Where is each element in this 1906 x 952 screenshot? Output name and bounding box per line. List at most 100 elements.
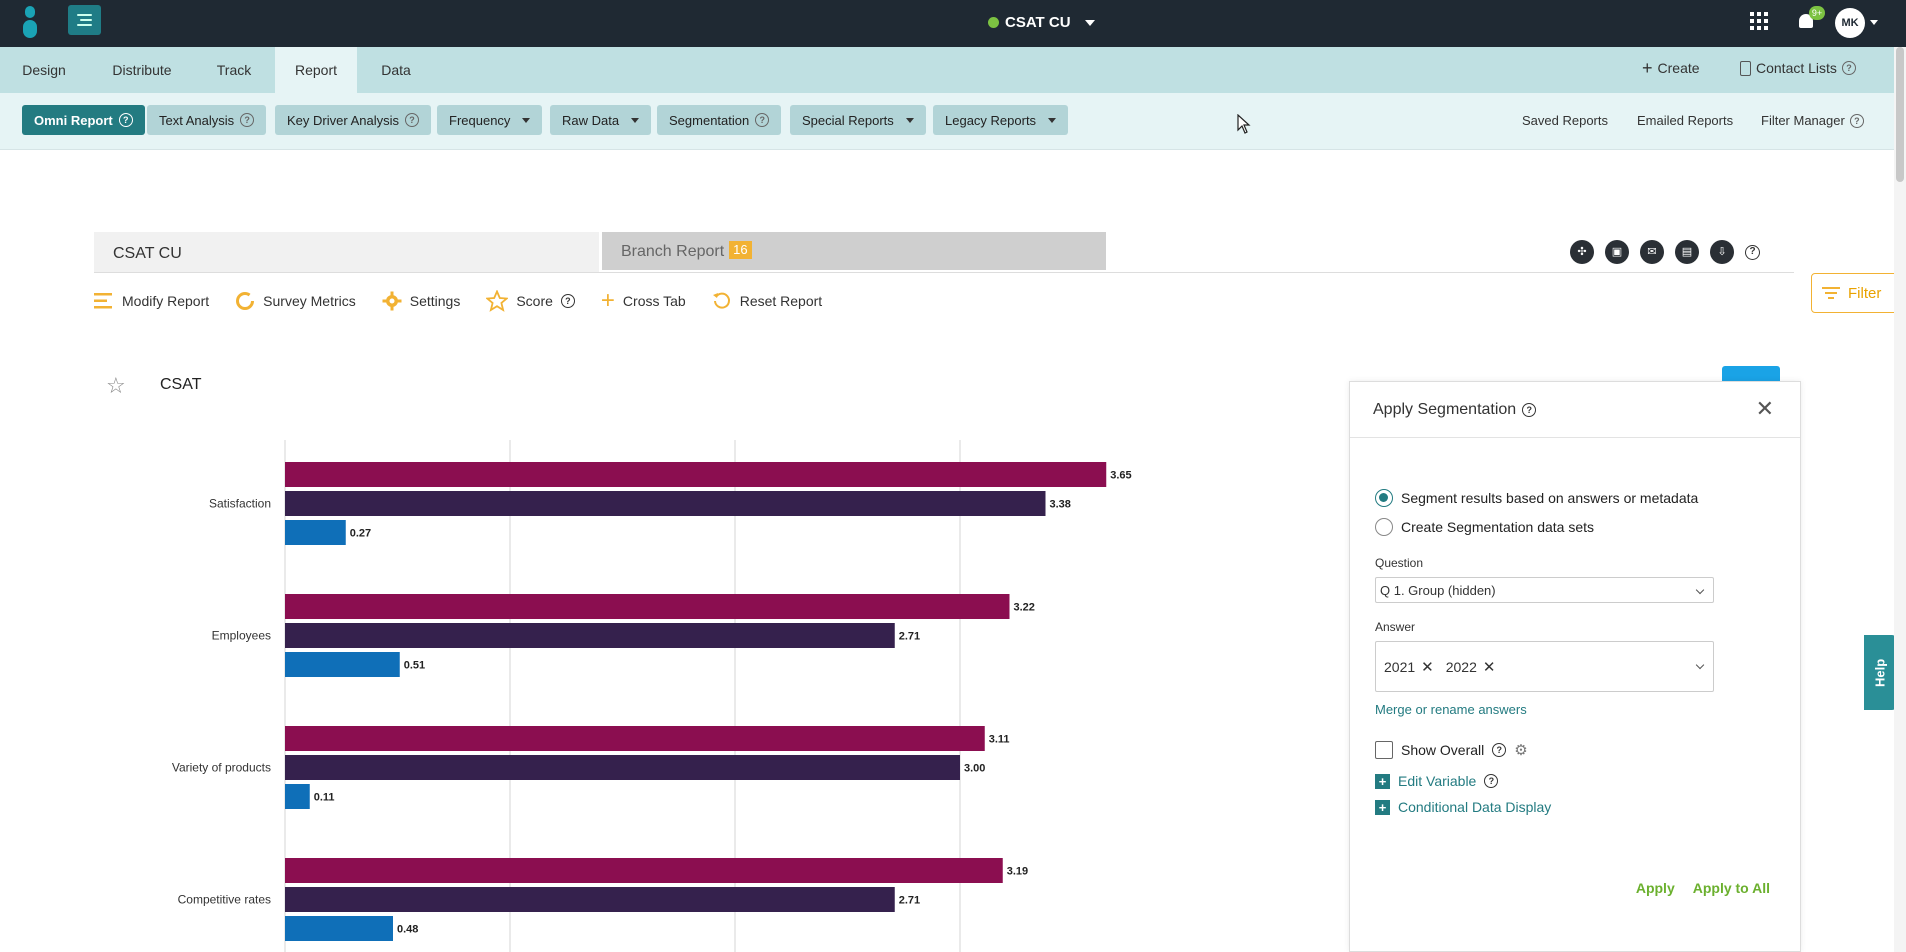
question-select[interactable]: Q 1. Group (hidden) <box>1375 577 1714 603</box>
help-icon[interactable]: ? <box>1745 244 1760 260</box>
special-reports-dropdown[interactable]: Special Reports <box>790 105 926 135</box>
notifications-bell-icon[interactable]: 9+ <box>1797 6 1825 32</box>
category-label: Variety of products <box>172 761 271 775</box>
answer-label: Answer <box>1375 620 1416 634</box>
app-menu-button[interactable] <box>68 5 101 35</box>
report-tab-csat-cu[interactable]: CSAT CU <box>94 232 599 272</box>
answer-multiselect[interactable]: 2021 ✕ 2022 ✕ <box>1375 641 1714 692</box>
answer-chip: 2021 ✕ <box>1384 658 1434 676</box>
filter-button[interactable]: Filter <box>1811 273 1906 313</box>
expand-plus-icon[interactable]: + <box>1375 799 1390 815</box>
reset-report-button[interactable]: Reset Report <box>712 291 822 311</box>
chart-bar <box>285 726 985 751</box>
data-label: 0.27 <box>350 528 371 540</box>
gear-icon <box>382 291 402 311</box>
radio-create-datasets[interactable]: Create Segmentation data sets <box>1375 515 1785 539</box>
show-overall-checkbox[interactable] <box>1375 741 1393 759</box>
frequency-dropdown[interactable]: Frequency <box>437 105 543 135</box>
help-icon[interactable]: ? <box>240 113 255 127</box>
conditional-display-toggle[interactable]: + Conditional Data Display <box>1375 799 1785 815</box>
chevron-down-icon[interactable] <box>1695 660 1705 670</box>
cross-tab-button[interactable]: + Cross Tab <box>600 287 686 314</box>
help-side-tab[interactable]: Help <box>1864 635 1896 710</box>
star-icon <box>486 290 509 312</box>
data-label: 3.65 <box>1110 470 1131 482</box>
omni-report-button[interactable]: Omni Report ? <box>22 105 145 135</box>
presentation-icon[interactable]: ▣ <box>1605 240 1629 264</box>
chart-bar <box>285 623 895 648</box>
key-driver-analysis-button[interactable]: Key Driver Analysis ? <box>275 105 431 135</box>
apply-to-all-button[interactable]: Apply to All <box>1692 880 1770 896</box>
contact-lists-button[interactable]: Contact Lists ? <box>1740 60 1856 76</box>
help-icon[interactable]: ? <box>1841 61 1856 75</box>
help-icon[interactable]: ? <box>755 113 770 127</box>
survey-switcher[interactable]: CSAT CU <box>988 14 1095 31</box>
chart-svg: 3.65 3.38 0.27 Satisfaction 3.22 2.71 0.51 Empl… <box>172 440 1132 952</box>
radio-segment-answers[interactable]: Segment results based on answers or meta… <box>1375 486 1785 510</box>
avatar-caret-icon[interactable] <box>1870 20 1878 25</box>
segmentation-button[interactable]: Segmentation ? <box>657 105 782 135</box>
tab-design[interactable]: Design <box>22 62 66 78</box>
chart-bar <box>285 784 310 809</box>
chart-bar <box>285 652 400 677</box>
legacy-reports-dropdown[interactable]: Legacy Reports <box>933 105 1069 135</box>
branch-count-badge: 16 <box>729 241 752 259</box>
remove-chip-icon[interactable]: ✕ <box>1482 658 1496 676</box>
tab-report[interactable]: Report <box>275 47 357 93</box>
scroll-thumb[interactable] <box>1896 47 1904 182</box>
gear-icon[interactable]: ⚙ <box>1514 742 1528 759</box>
help-icon[interactable]: ? <box>1849 113 1864 128</box>
apply-segmentation-panel: Apply Segmentation ? ✕ Segment results b… <box>1349 381 1801 952</box>
help-icon[interactable]: ? <box>1492 743 1507 757</box>
help-icon[interactable]: ? <box>1522 402 1537 417</box>
radio-selected[interactable] <box>1375 489 1393 507</box>
chart-bar <box>285 520 346 545</box>
page-scrollbar[interactable] <box>1894 47 1906 952</box>
help-icon[interactable]: ? <box>118 113 133 127</box>
expand-plus-icon[interactable]: + <box>1375 773 1390 789</box>
raw-data-dropdown[interactable]: Raw Data <box>550 105 652 135</box>
create-button[interactable]: + Create <box>1642 58 1700 78</box>
avatar[interactable]: MK <box>1835 8 1865 38</box>
settings-button[interactable]: Settings <box>382 291 460 311</box>
data-label: 2.71 <box>899 895 920 907</box>
emailed-reports-link[interactable]: Emailed Reports <box>1637 113 1734 128</box>
edit-variable-toggle[interactable]: + Edit Variable ? <box>1375 773 1785 789</box>
apps-grid-icon[interactable] <box>1750 12 1768 30</box>
share-icon[interactable]: ✣ <box>1570 240 1594 264</box>
filter-manager-link[interactable]: Filter Manager ? <box>1761 113 1864 128</box>
plus-icon: + <box>600 287 615 314</box>
modify-report-button[interactable]: Modify Report <box>94 292 209 310</box>
survey-metrics-button[interactable]: Survey Metrics <box>235 291 356 311</box>
question-label: Question <box>1375 556 1424 570</box>
data-label: 3.38 <box>1050 499 1071 511</box>
tab-track[interactable]: Track <box>216 62 252 78</box>
email-icon[interactable]: ✉ <box>1640 240 1664 264</box>
saved-reports-link[interactable]: Saved Reports <box>1522 113 1608 128</box>
filter-icon <box>1822 286 1840 300</box>
apply-button[interactable]: Apply <box>1635 880 1675 896</box>
bar-chart: 3.65 3.38 0.27 Satisfaction 3.22 2.71 0.51 Empl… <box>140 440 1180 952</box>
score-button[interactable]: Score ? <box>486 290 575 312</box>
tab-distribute[interactable]: Distribute <box>112 62 172 78</box>
merge-rename-link[interactable]: Merge or rename answers <box>1375 702 1527 717</box>
help-icon[interactable]: ? <box>560 294 575 308</box>
status-dot <box>988 17 999 28</box>
data-label: 3.19 <box>1007 866 1028 878</box>
report-tab-branch-report[interactable]: Branch Report 16 <box>602 232 1106 270</box>
chart-bar <box>285 491 1046 516</box>
download-icon[interactable]: ⇩ <box>1710 240 1734 264</box>
category-label: Competitive rates <box>178 893 271 907</box>
help-icon[interactable]: ? <box>1484 774 1499 788</box>
text-analysis-button[interactable]: Text Analysis ? <box>147 105 267 135</box>
close-icon[interactable]: ✕ <box>1755 396 1774 421</box>
radio-unselected[interactable] <box>1375 518 1393 536</box>
caret-down-icon <box>1084 19 1095 26</box>
save-icon[interactable]: ▤ <box>1675 240 1699 264</box>
tab-data[interactable]: Data <box>381 62 411 78</box>
logo[interactable] <box>20 6 40 38</box>
contact-book-icon <box>1740 60 1751 76</box>
remove-chip-icon[interactable]: ✕ <box>1421 658 1434 676</box>
favorite-star-icon[interactable]: ☆ <box>106 373 126 398</box>
help-icon[interactable]: ? <box>404 113 419 127</box>
